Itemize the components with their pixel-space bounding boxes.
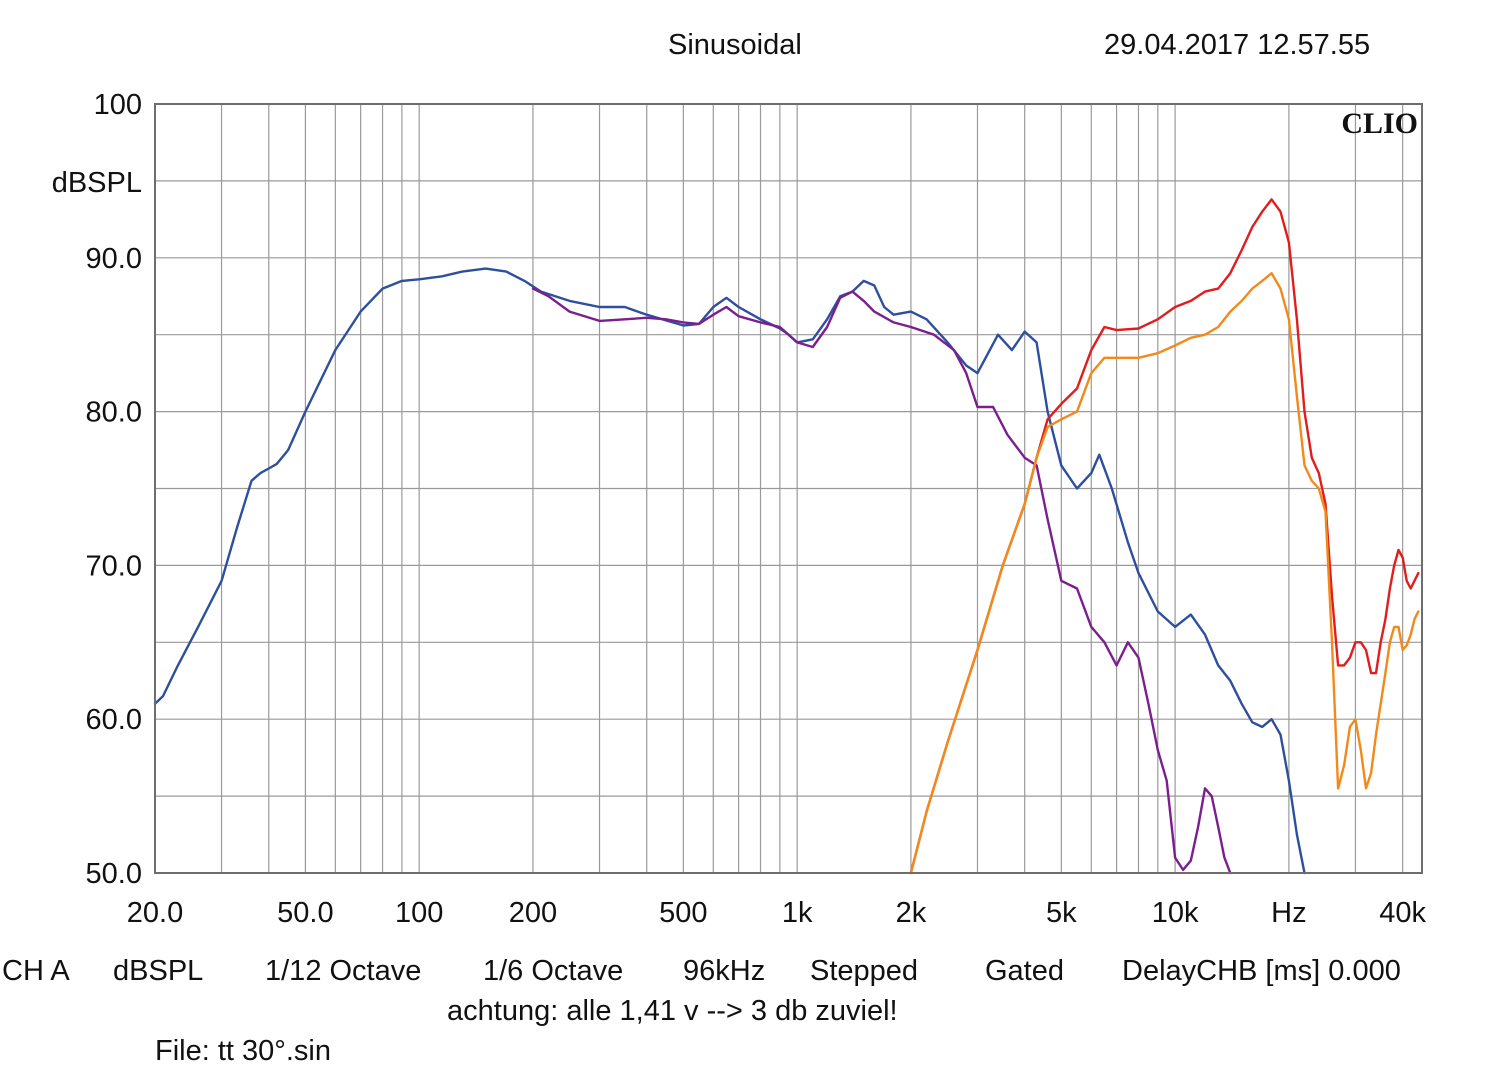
series-layer: [153, 198, 1420, 875]
channel-label: CH A: [2, 955, 70, 987]
x-tick-label: 20.0: [127, 897, 183, 929]
series-line-2: [531, 287, 1232, 875]
x-tick-labels: 20.0 50.0 100 200 500 1k 2k 5k 10k Hz 40k: [127, 897, 1427, 929]
x-tick-label: Hz: [1271, 897, 1306, 929]
clio-logo: CLIO: [1341, 107, 1418, 140]
x-tick-label: 5k: [1046, 897, 1077, 929]
unit-label: dBSPL: [113, 955, 204, 987]
measurement-mode: Sinusoidal: [668, 29, 802, 61]
x-tick-label: 2k: [896, 897, 927, 929]
series-line-4: [909, 272, 1420, 875]
y-tick-label: 50.0: [86, 858, 142, 890]
resolution-label: 1/6 Octave: [483, 955, 624, 987]
plot-frame: [154, 103, 1423, 874]
y-tick-labels: 100 90.0 80.0 70.0 60.0 50.0: [86, 89, 142, 890]
smoothing-label: 1/12 Octave: [265, 955, 422, 987]
x-tick-label: 10k: [1152, 897, 1199, 929]
measurement-note: achtung: alle 1,41 v --> 3 db zuviel!: [447, 995, 898, 1027]
y-tick-label: 100: [94, 89, 142, 121]
x-tick-label: 40k: [1379, 897, 1426, 929]
x-tick-label: 500: [659, 897, 707, 929]
series-line-1: [153, 267, 1306, 875]
y-tick-label: 90.0: [86, 243, 142, 275]
y-tick-label: 60.0: [86, 704, 142, 736]
delay-label: DelayCHB [ms] 0.000: [1122, 955, 1401, 987]
series-line-3: [909, 198, 1420, 875]
x-tick-label: 1k: [782, 897, 813, 929]
x-tick-label: 200: [509, 897, 557, 929]
sample-rate-label: 96kHz: [683, 955, 766, 987]
gating-label: Gated: [985, 955, 1064, 987]
y-tick-label: 70.0: [86, 550, 142, 582]
x-tick-label: 50.0: [277, 897, 333, 929]
chart-grid: [155, 104, 1422, 873]
y-tick-label: 80.0: [86, 397, 142, 429]
x-tick-label: 100: [395, 897, 443, 929]
stepping-label: Stepped: [810, 955, 919, 987]
y-axis-unit-label: dBSPL: [52, 167, 142, 199]
file-name: File: tt 30°.sin: [155, 1035, 331, 1067]
measurement-datetime: 29.04.2017 12.57.55: [1104, 29, 1371, 61]
